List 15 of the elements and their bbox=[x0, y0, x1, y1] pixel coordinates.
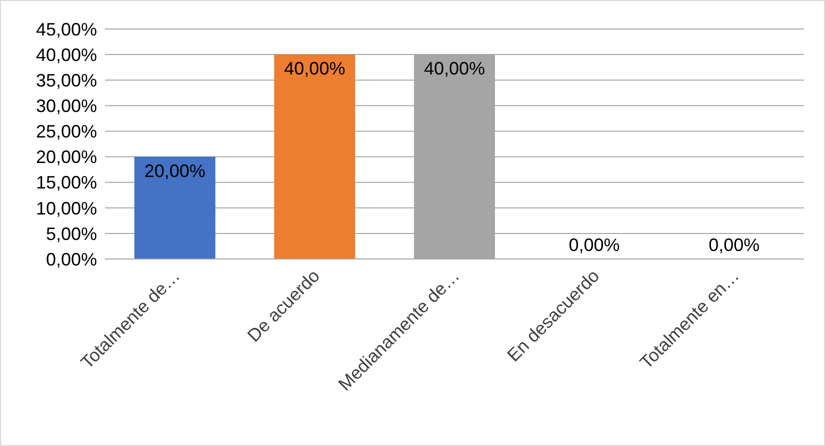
data-label: 20,00% bbox=[144, 160, 206, 181]
data-label: 0,00% bbox=[708, 235, 760, 255]
data-label: 40,00% bbox=[424, 58, 486, 79]
y-tick-label: 10,00% bbox=[36, 198, 97, 218]
data-label: 0,00% bbox=[568, 235, 620, 255]
y-tick-label: 5,00% bbox=[46, 224, 97, 244]
y-tick-label: 35,00% bbox=[36, 70, 97, 90]
y-tick-label: 20,00% bbox=[36, 147, 97, 168]
y-tick-label: 40,00% bbox=[36, 44, 97, 65]
y-tick-label: 25,00% bbox=[36, 122, 97, 142]
y-tick-label: 15,00% bbox=[36, 172, 97, 193]
y-tick-label: 45,00% bbox=[36, 19, 97, 40]
data-label: 40,00% bbox=[284, 58, 346, 79]
y-tick-label: 0,00% bbox=[46, 249, 97, 270]
y-tick-label: 30,00% bbox=[36, 96, 97, 116]
